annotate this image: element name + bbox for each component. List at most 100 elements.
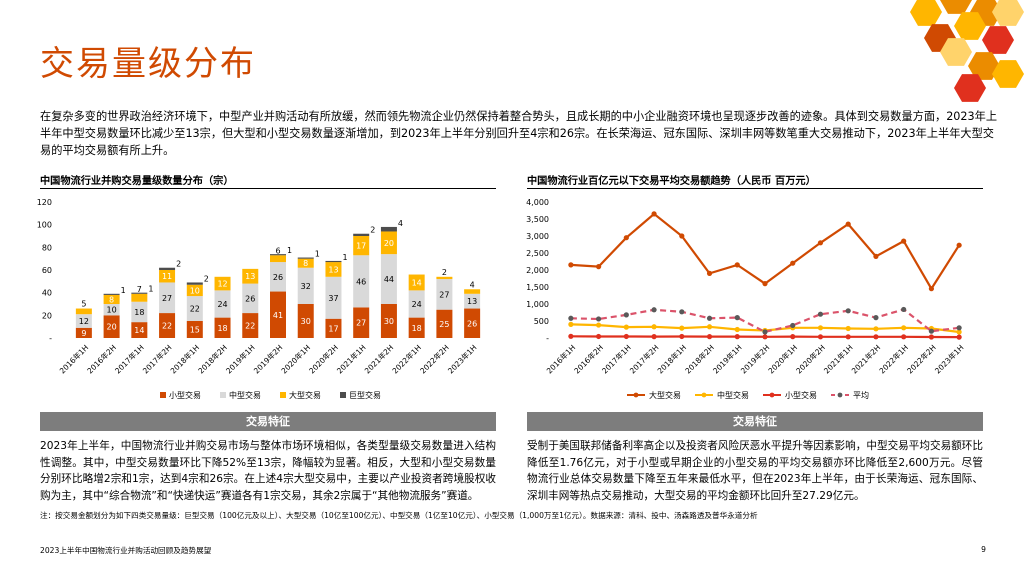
bar-data-label: 5 <box>81 300 86 309</box>
data-point <box>873 334 879 340</box>
legend-marker <box>633 392 639 398</box>
data-point <box>928 334 934 340</box>
data-point <box>568 315 574 321</box>
bar-data-label: 13 <box>245 272 255 281</box>
bar-data-label: 41 <box>273 311 283 320</box>
bar-data-label: 26 <box>245 294 255 303</box>
bar-data-label: 18 <box>412 324 422 333</box>
data-point <box>873 253 879 259</box>
bar-segment <box>186 282 203 285</box>
bar-data-label: 2 <box>176 260 181 269</box>
bar-data-label: 30 <box>384 317 394 326</box>
y-tick-label: 20 <box>42 311 52 320</box>
hexagon-logo <box>880 0 1024 102</box>
data-point <box>706 270 713 276</box>
data-point <box>734 315 740 321</box>
data-point <box>790 322 796 329</box>
bar-segment <box>380 231 397 255</box>
data-point <box>596 316 602 322</box>
bar-data-label: 12 <box>79 317 89 326</box>
data-point <box>817 325 824 331</box>
bar-data-label: 1 <box>121 286 126 295</box>
bar-data-label: 1 <box>315 250 320 259</box>
data-point <box>734 334 740 340</box>
bar-data-label: 8 <box>303 259 308 268</box>
bar-segment <box>186 296 203 321</box>
bar-data-label: 46 <box>356 277 366 286</box>
x-tick-label: 2021年2H <box>362 342 395 375</box>
hexagon-logo-graphic <box>910 0 1024 102</box>
bar-data-label: 1 <box>287 246 292 255</box>
bar-chart: -2040608010012091252016年1H2010812016年2H1… <box>37 198 481 400</box>
footer-title: 2023上半年中国物流行业并购活动回顾及趋势展望 <box>40 546 212 555</box>
bar-data-label: 11 <box>162 272 172 281</box>
bar-segment <box>353 236 370 256</box>
bar-data-label: 15 <box>190 326 200 335</box>
line-chart: - 500 1,000 1,500 2,000 2,500 3,000 3,500 4,000 2… <box>526 198 965 400</box>
bar-data-label: 26 <box>273 273 283 282</box>
bar-segment <box>131 293 148 302</box>
bar-data-label: 17 <box>328 324 338 333</box>
bar-segment <box>353 255 370 308</box>
legend-label: 平均 <box>853 390 869 400</box>
intro-paragraph: 在复杂多变的世界政治经济环境下，中型产业并购活动有所放缓，然而领先物流企业仍然保… <box>40 110 998 157</box>
bar-data-label: 13 <box>467 297 477 306</box>
hexagon-5 <box>954 12 986 40</box>
data-point <box>568 333 574 339</box>
y-tick-label: 1,000 <box>526 300 549 309</box>
data-point <box>845 325 851 332</box>
data-point <box>956 242 962 248</box>
bar-segment <box>408 317 425 338</box>
hexagon-8 <box>968 52 1000 80</box>
x-tick-label: 2020年2H <box>794 342 827 375</box>
bar-data-label: 25 <box>439 320 449 329</box>
x-tick-label: 2017年2H <box>140 342 173 375</box>
x-tick-label: 2020年1H <box>766 342 799 375</box>
x-tick-label: 2016年1H <box>57 342 90 375</box>
bar-segment <box>75 314 92 328</box>
hexagon-9 <box>992 60 1024 88</box>
data-point <box>596 333 602 340</box>
bar-segment <box>270 254 286 256</box>
bar-segment <box>436 309 453 338</box>
legend-label: 中型交易 <box>229 390 261 400</box>
left-chart-title: 中国物流行业并购交易量级数量分布（宗） <box>40 176 234 187</box>
bar-segment <box>270 262 286 292</box>
bar-segment <box>353 233 370 236</box>
hexagon-10 <box>954 74 986 102</box>
left-feature-text: 2023年上半年，中国物流行业并购交易市场与整体市场环境相似，各类型量级交易数量… <box>40 440 496 502</box>
bar-data-label: 2 <box>370 226 375 235</box>
y-tick-label: 500 <box>534 317 549 326</box>
legend-swatch <box>280 392 286 398</box>
bar-segment <box>214 290 231 318</box>
x-tick-label: 2023年1H <box>445 342 478 375</box>
hexagon-6 <box>982 26 1014 54</box>
bar-data-label: 1 <box>148 285 153 294</box>
series-line <box>570 212 961 291</box>
x-tick-label: 2023年1H <box>932 342 965 375</box>
x-tick-label: 2022年2H <box>418 342 451 375</box>
data-point <box>651 334 657 340</box>
bar-segment <box>103 304 120 316</box>
data-point <box>845 308 851 314</box>
bar-segment <box>103 294 120 304</box>
bar-data-label: 14 <box>134 326 144 335</box>
data-point <box>623 324 629 330</box>
legend-swatch <box>220 392 226 398</box>
data-point <box>817 311 824 317</box>
bar-segment <box>186 284 203 297</box>
data-point <box>623 333 629 340</box>
left-chart-rule <box>40 188 496 189</box>
data-point <box>956 334 962 340</box>
y-tick-label: - <box>546 334 549 343</box>
legend-marker <box>769 392 775 398</box>
y-tick-label: 40 <box>42 289 52 298</box>
x-tick-label: 2021年1H <box>334 342 367 375</box>
bar-data-label: 12 <box>217 280 227 289</box>
right-chart-rule <box>527 188 983 189</box>
bar-segment <box>297 257 314 259</box>
bar-segment <box>242 268 259 284</box>
bar-data-label: 20 <box>107 323 117 332</box>
bar-data-label: 26 <box>467 319 477 328</box>
bar-data-label: 2 <box>204 274 209 283</box>
